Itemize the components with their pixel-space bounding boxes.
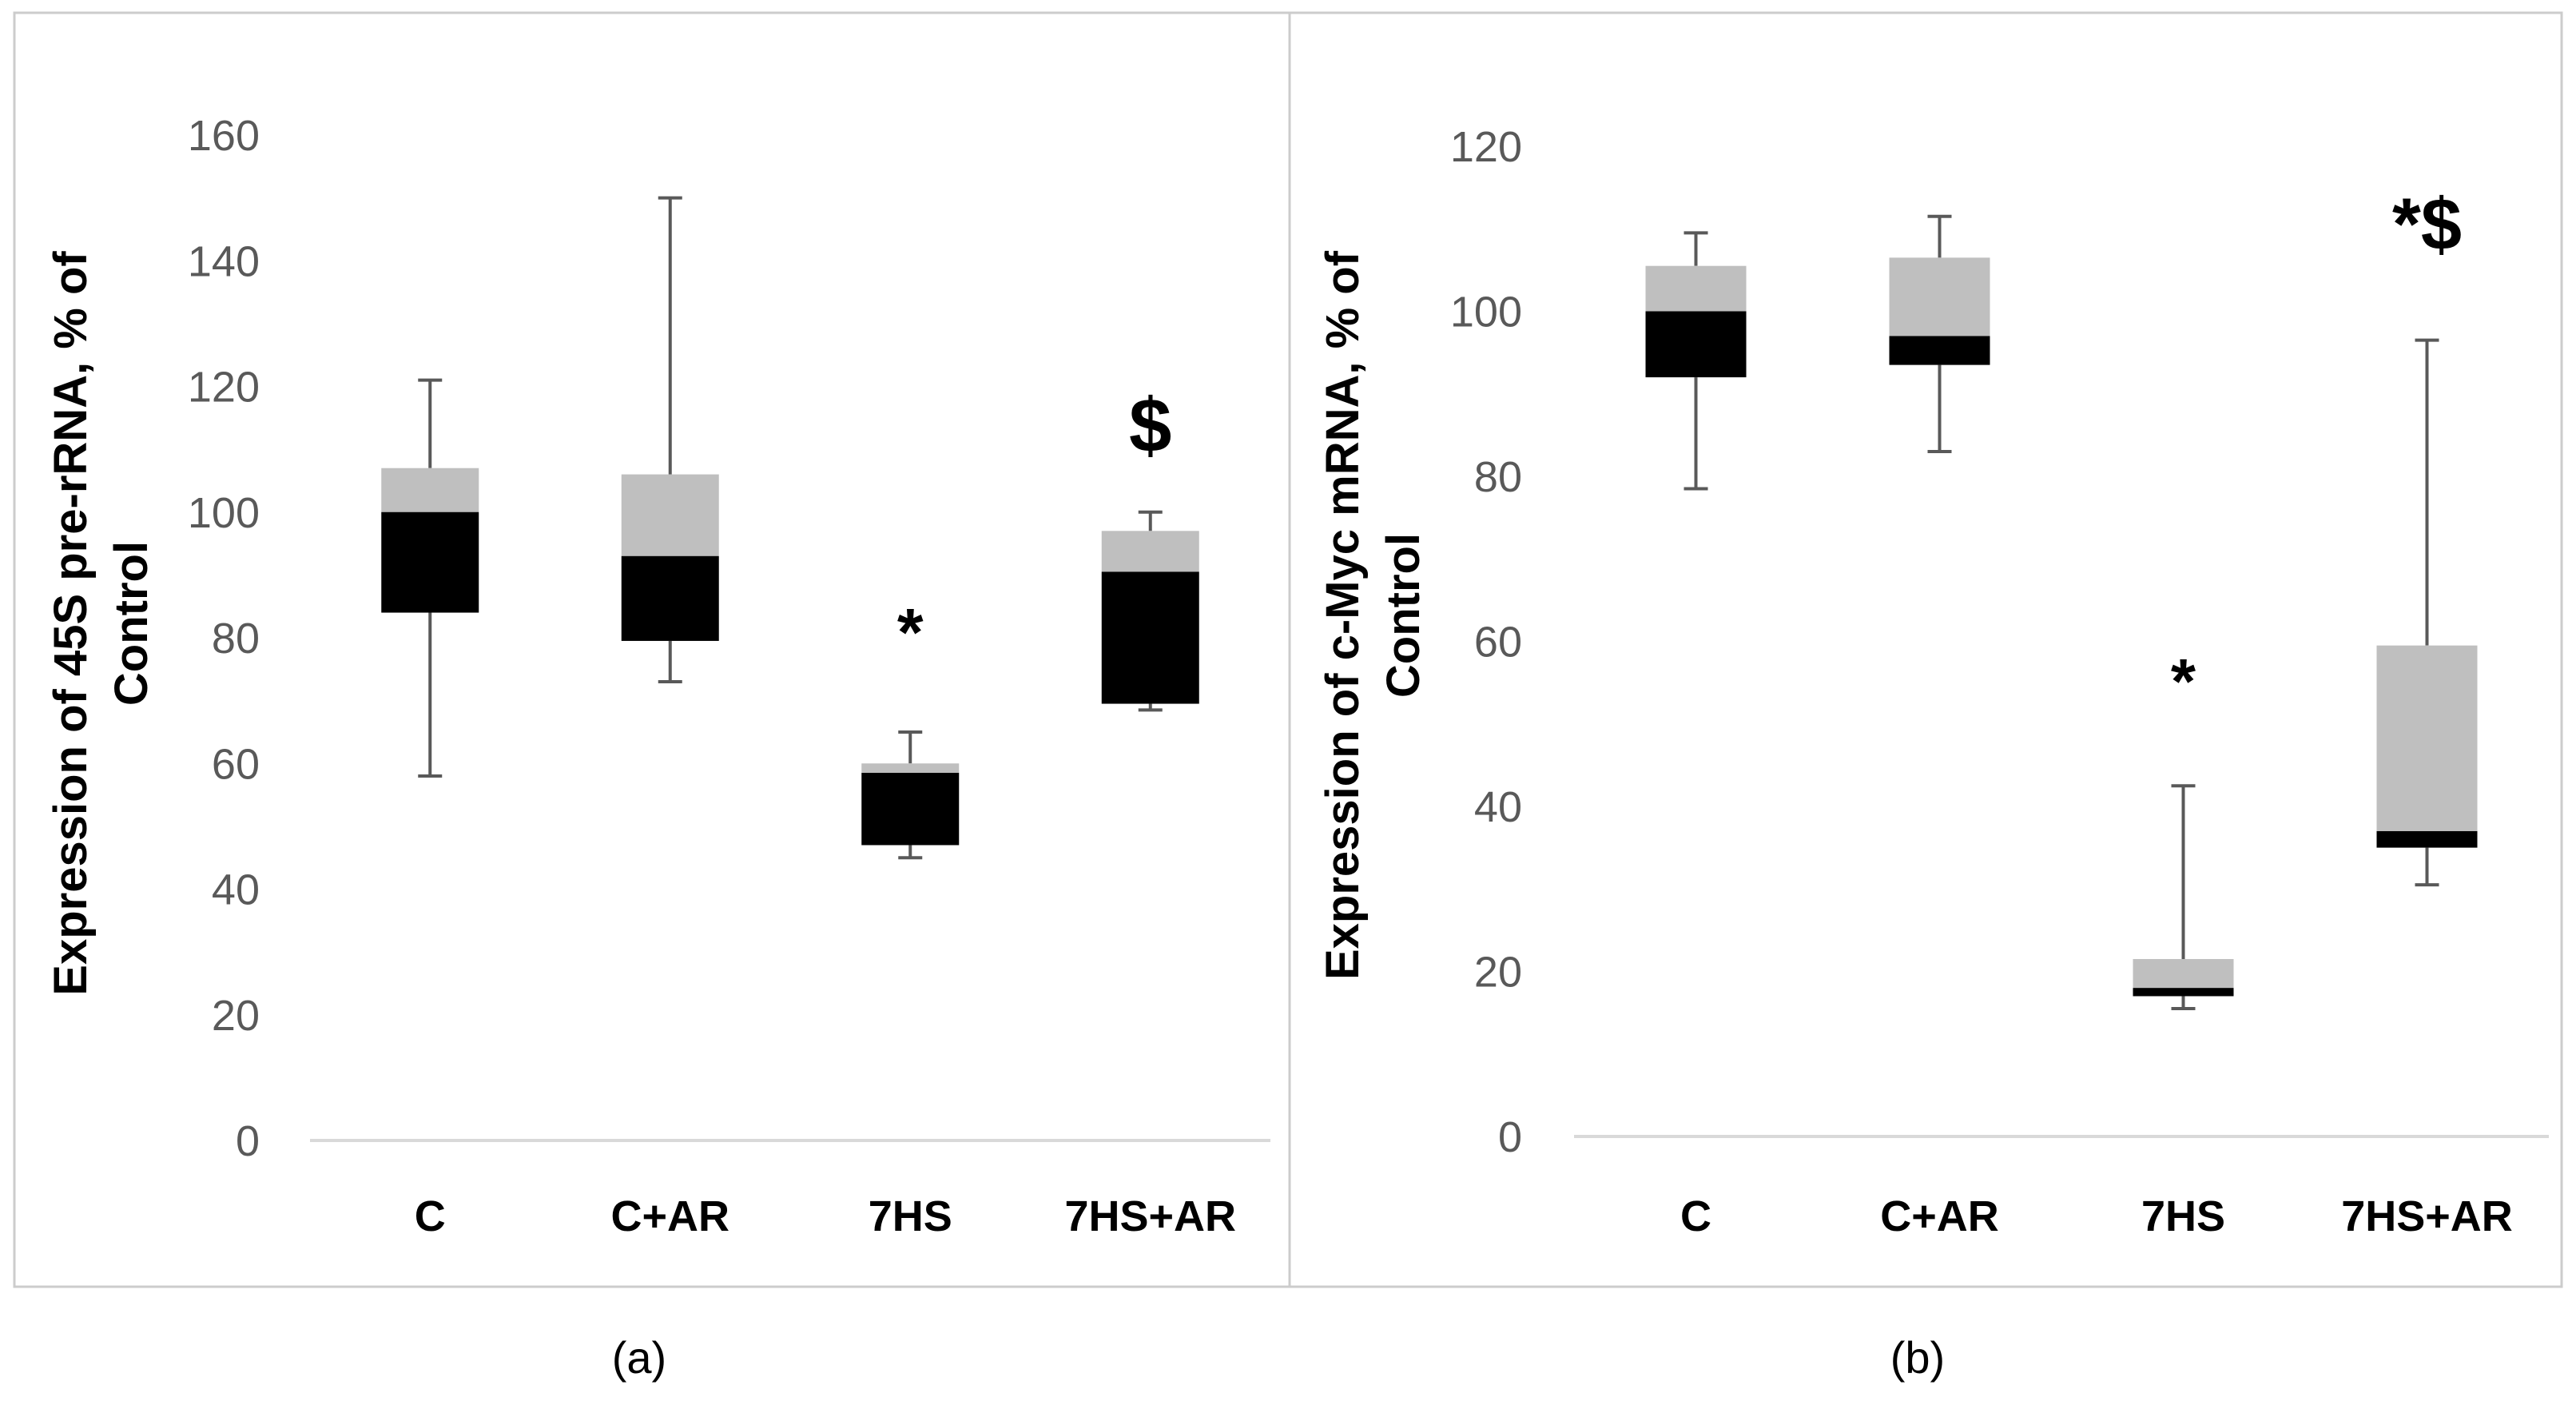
significance-annotation: *	[2171, 646, 2196, 717]
panel-b-caption: (b)	[1890, 1332, 1945, 1383]
significance-annotation: *	[897, 595, 924, 670]
x-category-label: 7HS+AR	[1064, 1192, 1236, 1240]
x-category-label: 7HS	[869, 1192, 952, 1240]
y-tick-label: 100	[188, 489, 260, 537]
y-tick-label: 80	[212, 615, 260, 663]
box-upper-quartile	[2133, 959, 2234, 989]
panel-a-plot: 0 20 40 60 80 100 120 140 160 C C+AR 7HS * 7HS+AR $	[188, 112, 1270, 1240]
panel-b-plot: 0 20 40 60 80 100 120 C C+AR 7HS * 7HS+AR *$	[1450, 123, 2549, 1240]
panel-a: Expression of 45S pre-rRNA, % of Control…	[13, 11, 1291, 1383]
y-tick-label: 160	[188, 112, 260, 160]
x-category-label: 7HS	[2141, 1192, 2225, 1240]
x-category-label: C+AR	[610, 1192, 729, 1240]
y-tick-label: 0	[1498, 1113, 1522, 1161]
y-tick-label: 80	[1474, 453, 1522, 501]
box-lower-quartile	[621, 555, 719, 641]
box-upper-quartile	[1889, 257, 1990, 336]
y-tick-label: 120	[1450, 123, 1522, 171]
y-tick-label: 120	[188, 364, 260, 412]
y-tick-label: 0	[236, 1117, 260, 1165]
box-lower-quartile	[2133, 988, 2234, 997]
box-lower-quartile	[861, 773, 960, 846]
box-upper-quartile	[381, 468, 479, 512]
y-tick-label: 20	[212, 992, 260, 1040]
y-tick-label: 100	[1450, 289, 1522, 336]
panel-b-ylabel-line1: Expression of c-Myc mRNA, % of	[1317, 250, 1369, 980]
panel-b-border	[1288, 11, 2563, 1288]
box-lower-quartile	[381, 511, 479, 613]
y-tick-label: 40	[212, 866, 260, 914]
y-tick-label: 60	[1474, 619, 1522, 667]
panel-a-ylabel-line1: Expression of 45S pre-rRNA, % of	[45, 251, 97, 996]
x-category-label: C	[1680, 1192, 1711, 1240]
x-category-label: 7HS+AR	[2341, 1192, 2513, 1240]
box-lower-quartile	[1645, 311, 1747, 378]
box-upper-quartile	[861, 763, 960, 774]
x-category-label: C+AR	[1880, 1192, 1999, 1240]
panel-b: Expression of c-Myc mRNA, % of Control 0…	[1288, 11, 2563, 1383]
box-upper-quartile	[2376, 645, 2478, 831]
box-lower-quartile	[2376, 830, 2478, 848]
box-upper-quartile	[1645, 265, 1747, 312]
x-category-label: C	[415, 1192, 446, 1240]
y-tick-label: 60	[212, 740, 260, 788]
panel-a-border	[13, 11, 1291, 1288]
y-tick-label: 140	[188, 237, 260, 285]
box-lower-quartile	[1101, 571, 1199, 704]
panel-a-ylabel-line2: Control	[105, 541, 157, 706]
y-tick-label: 40	[1474, 783, 1522, 831]
box-lower-quartile	[1889, 336, 1990, 365]
panel-a-caption: (a)	[612, 1332, 666, 1383]
box-upper-quartile	[1101, 531, 1199, 572]
significance-annotation: $	[1129, 383, 1171, 468]
panel-b-ylabel-line2: Control	[1377, 533, 1429, 698]
box-upper-quartile	[621, 474, 719, 556]
y-tick-label: 20	[1474, 949, 1522, 997]
significance-annotation: *$	[2392, 184, 2462, 265]
